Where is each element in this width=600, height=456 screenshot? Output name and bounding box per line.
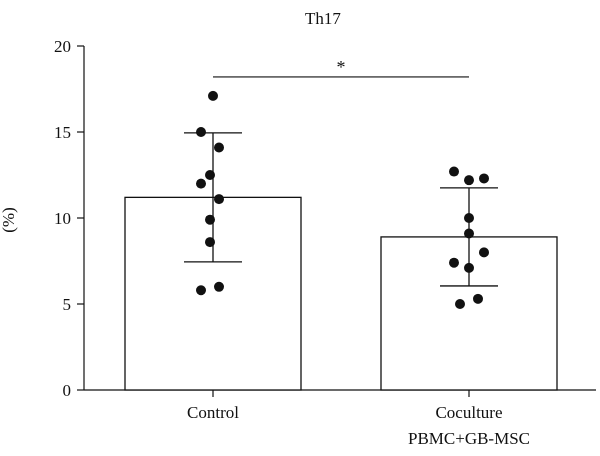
y-tick-label: 5 [63, 295, 72, 314]
y-tick-label: 20 [54, 37, 71, 56]
data-point [473, 293, 483, 304]
data-point [196, 178, 206, 189]
chart-title: Th17 [305, 9, 341, 28]
y-tick-label: 15 [54, 123, 71, 142]
data-point [214, 142, 224, 153]
y-tick-label: 0 [63, 381, 72, 400]
x-category-sublabel: PBMC+GB-MSC [408, 429, 530, 448]
data-point [449, 166, 459, 177]
data-point [208, 90, 218, 101]
data-point [464, 228, 474, 239]
data-point [464, 262, 474, 273]
data-point [196, 285, 206, 296]
x-category-label: Coculture [435, 403, 502, 422]
plot-area: 0 5 10 15 20 Control Coculture PBMC+GB-MSC * [54, 37, 596, 448]
data-point [196, 127, 206, 137]
data-point [205, 170, 215, 180]
y-tick-label: 10 [54, 209, 71, 228]
data-point [464, 213, 474, 223]
data-point [214, 281, 224, 292]
data-point [479, 247, 489, 258]
x-category-label: Control [187, 403, 239, 422]
data-point [455, 299, 465, 309]
data-point [205, 214, 215, 225]
data-point [205, 237, 215, 248]
data-point [449, 257, 459, 268]
significance-marker: * [337, 57, 346, 77]
y-axis-label: (%) [0, 207, 18, 232]
data-point [479, 173, 489, 184]
data-point [214, 194, 224, 205]
data-point [464, 175, 474, 186]
